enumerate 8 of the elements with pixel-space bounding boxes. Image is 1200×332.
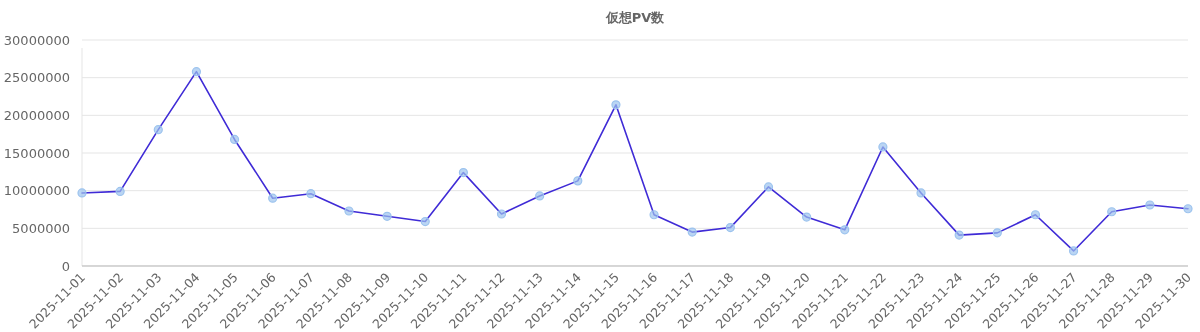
y-tick-label: 0 [61,258,70,274]
chart-title: 仮想PV数 [604,10,666,25]
y-tick-label: 15000000 [3,145,70,161]
y-tick-label: 5000000 [12,220,70,236]
y-tick-label: 20000000 [3,107,70,123]
y-tick-label: 30000000 [3,32,70,48]
y-tick-label: 10000000 [3,183,70,199]
y-tick-label: 25000000 [3,70,70,86]
